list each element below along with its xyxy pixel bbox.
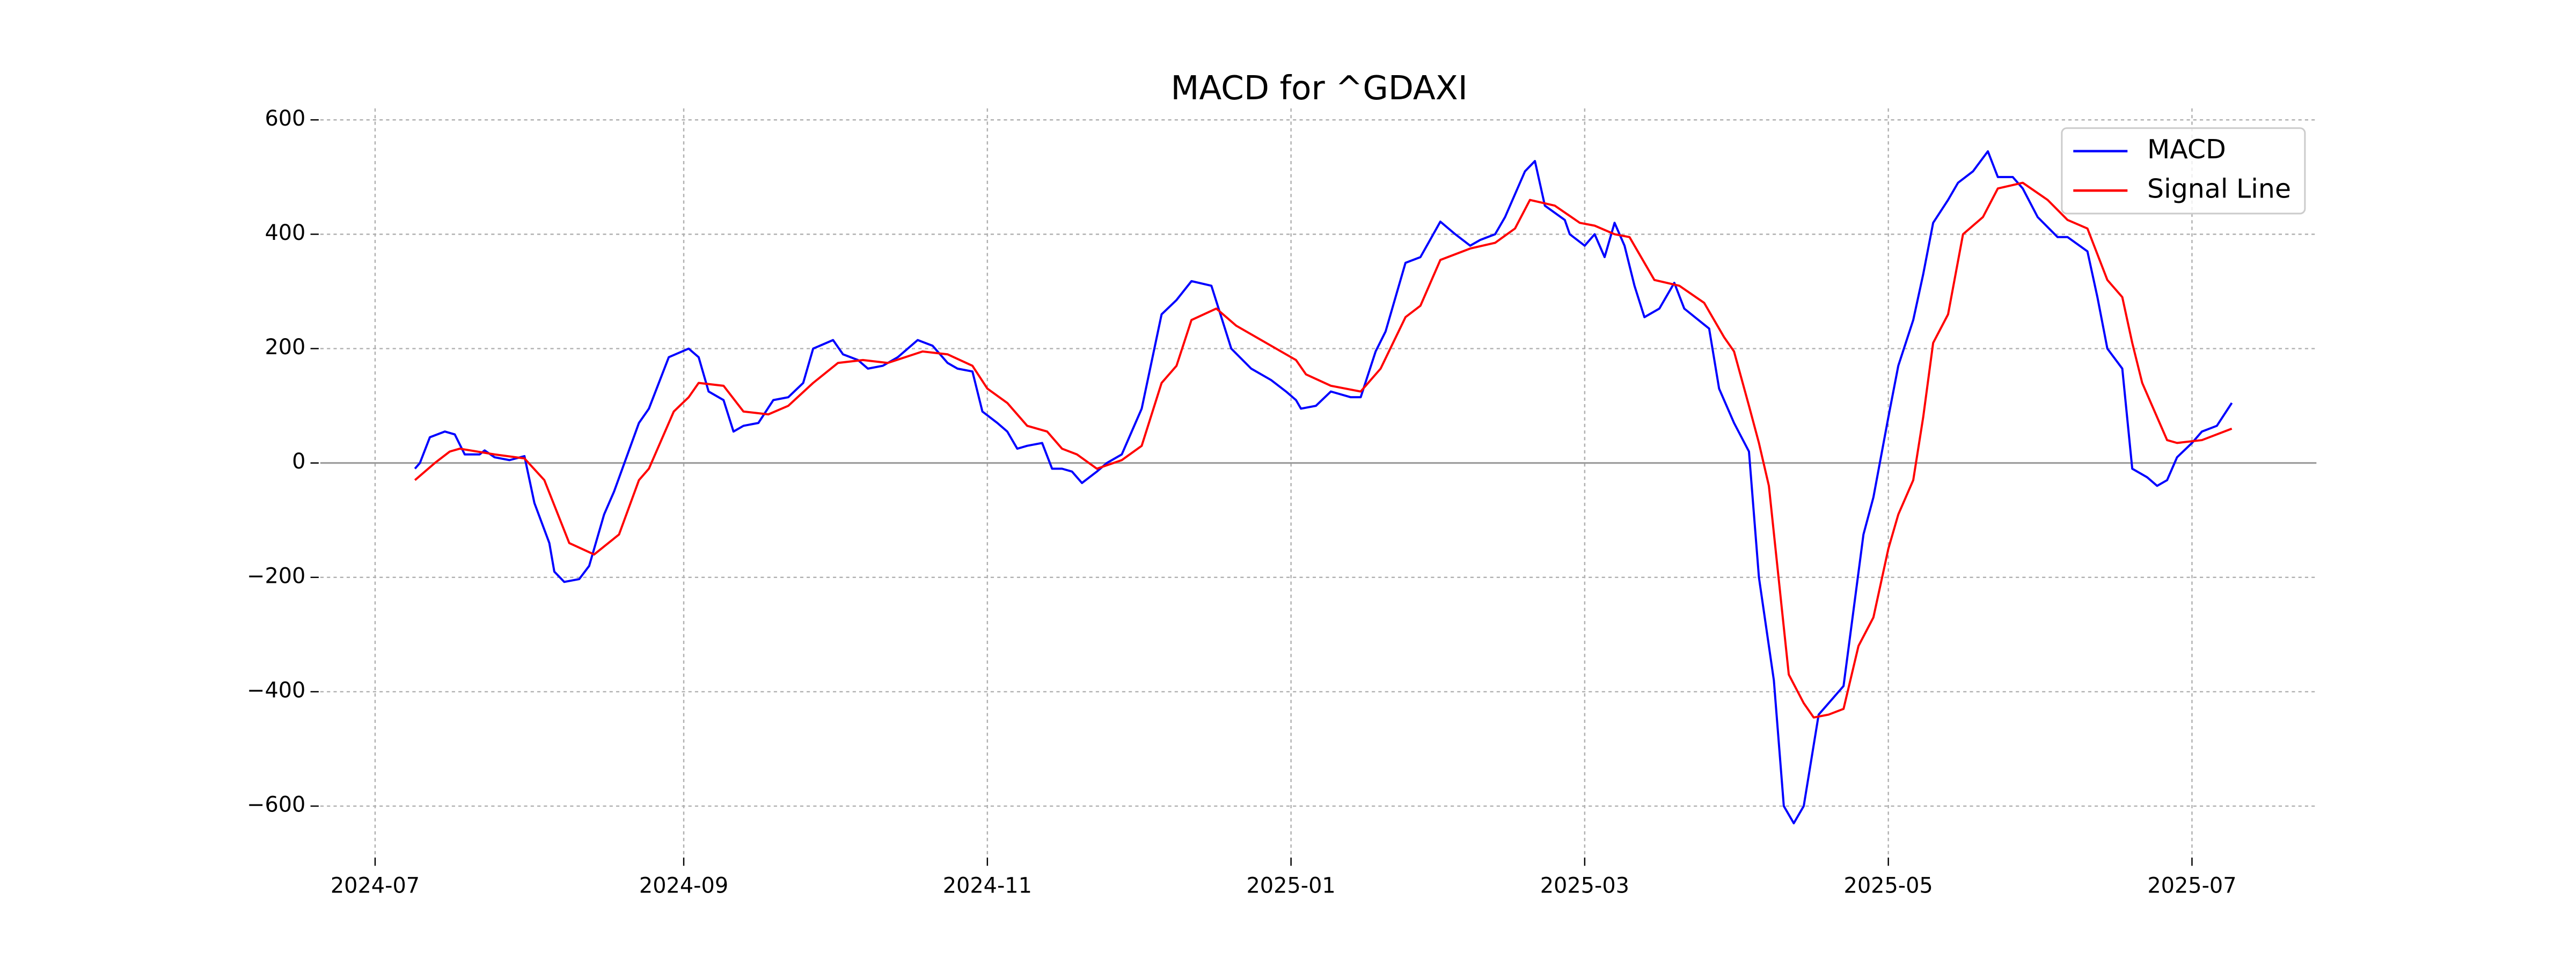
series-line — [414, 150, 2233, 824]
y-tick-label: −600 — [247, 793, 305, 817]
chart-title: MACD for ^GDAXI — [1171, 69, 1468, 107]
y-tick-label: 400 — [265, 221, 305, 245]
x-tick-label: 2025-01 — [1247, 874, 1336, 898]
legend: MACD Signal Line — [2061, 127, 2306, 215]
y-tick-label: 0 — [292, 449, 305, 474]
y-tick-label: −200 — [247, 564, 305, 588]
legend-box — [2061, 127, 2306, 215]
y-tick-label: 600 — [265, 106, 305, 131]
y-tick-label: −400 — [247, 678, 305, 702]
x-tick-label: 2024-07 — [331, 874, 420, 898]
legend-label: MACD — [2147, 134, 2226, 165]
x-tick-label: 2025-07 — [2147, 874, 2236, 898]
x-tick-label: 2024-09 — [639, 874, 728, 898]
legend-label: Signal Line — [2147, 174, 2291, 204]
y-tick-label: 200 — [265, 335, 305, 360]
series-line — [414, 181, 2233, 719]
x-tick-label: 2025-03 — [1540, 874, 1629, 898]
x-tick-label: 2024-11 — [943, 874, 1032, 898]
x-tick-label: 2025-05 — [1844, 874, 1933, 898]
